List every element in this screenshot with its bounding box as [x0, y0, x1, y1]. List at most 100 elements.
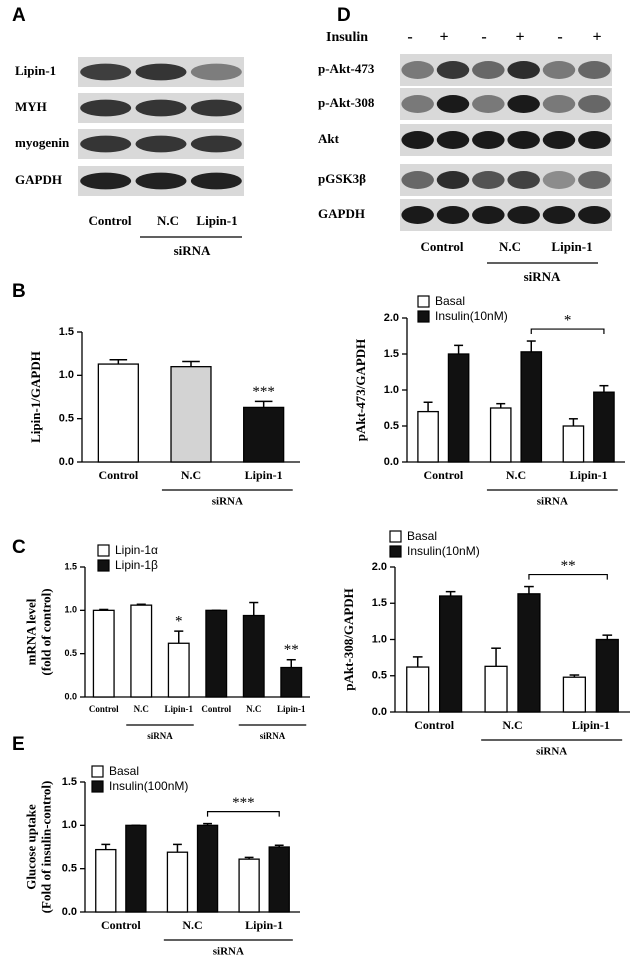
y-tick-label: 1.0 [384, 384, 399, 396]
y-axis-label: (fold of control) [38, 588, 53, 675]
y-axis-label: (Fold of insulin-control) [38, 781, 53, 914]
lane-label: Control [420, 239, 463, 254]
bar [170, 366, 212, 463]
y-tick-label: 1.0 [64, 605, 77, 615]
blot-band [135, 135, 187, 153]
significance: ** [561, 558, 576, 574]
significance-bracket [528, 573, 608, 580]
x-tick-label: Control [101, 918, 141, 932]
panel-letter: D [337, 5, 351, 26]
blot-band [472, 171, 505, 189]
x-tick-label: Control [89, 704, 119, 714]
bar [130, 604, 153, 698]
x-tick-label: N.C [134, 704, 149, 714]
blot-band [507, 131, 540, 149]
blot-band [436, 206, 470, 224]
significance: * [175, 614, 183, 630]
blot-background [400, 199, 612, 231]
panel-letter: A [12, 5, 26, 26]
bar [242, 614, 265, 698]
x-tick-label: Lipin-1 [245, 468, 283, 482]
bar [447, 353, 470, 463]
x-tick-label: N.C [506, 468, 526, 482]
x-tick-label: N.C [246, 704, 261, 714]
bar [205, 609, 228, 698]
legend-swatch [389, 545, 402, 558]
legend-label: Insulin(10nM) [435, 309, 508, 323]
blot-band [507, 61, 540, 79]
significance-bracket [530, 328, 605, 335]
blot-row-label: GAPDH [15, 172, 62, 187]
blot-band [472, 131, 505, 149]
bar [92, 609, 115, 698]
y-axis-label: Lipin-1/GAPDH [28, 351, 43, 443]
significance: *** [232, 795, 255, 811]
legend-label: Insulin(10nM) [407, 544, 480, 558]
x-tick-label: N.C [181, 468, 201, 482]
blot-row-label: GAPDH [318, 206, 365, 221]
y-axis-label: pAkt-473/GAPDH [353, 339, 368, 442]
bar [489, 407, 512, 463]
group-label: siRNA [537, 496, 568, 508]
y-tick-label: 1.5 [384, 348, 399, 360]
blot-band [401, 61, 434, 79]
blot-band [436, 131, 470, 149]
y-tick-label: 0.5 [62, 863, 77, 875]
y-tick-label: 1.5 [64, 561, 77, 571]
treatment-sign: - [557, 29, 562, 46]
x-tick-label: Control [414, 718, 454, 732]
blot-band [401, 206, 434, 224]
lane-label: Control [88, 213, 131, 228]
blot-band [436, 61, 470, 79]
group-label: siRNA [147, 731, 173, 741]
blot-band [578, 61, 611, 79]
treatment-sign: + [592, 29, 601, 46]
blot-band [190, 99, 242, 117]
bar [196, 824, 219, 913]
lane-label: N.C [157, 213, 179, 228]
blot-band [80, 99, 132, 117]
x-tick-label: Lipin-1 [570, 468, 608, 482]
y-tick-label: 1.5 [62, 776, 77, 788]
panel-letter: C [12, 537, 26, 558]
bar [484, 665, 508, 713]
blot-band [135, 172, 187, 190]
bar [280, 666, 303, 698]
bar [417, 410, 439, 463]
y-tick-label: 0.0 [59, 456, 74, 468]
legend-swatch [91, 780, 104, 793]
legend-swatch [91, 765, 104, 778]
significance: *** [252, 384, 275, 400]
blot-band [135, 63, 187, 81]
treatment-sign: - [407, 29, 412, 46]
group-label: siRNA [524, 269, 561, 284]
bar [243, 406, 285, 463]
blot-row-label: Lipin-1 [15, 63, 56, 78]
blot-row-label: Akt [318, 131, 340, 146]
blot-band [507, 171, 540, 189]
blot-band [578, 131, 611, 149]
bar [95, 848, 117, 913]
blot-band [80, 135, 132, 153]
blot-band [542, 95, 576, 113]
bar [166, 851, 189, 913]
bar [125, 824, 147, 913]
x-tick-label: Lipin-1 [164, 704, 193, 714]
legend-swatch [417, 295, 430, 308]
blot-band [135, 99, 187, 117]
y-axis-label: Glucose uptake [23, 804, 38, 890]
bar [593, 391, 615, 463]
y-tick-label: 0.0 [62, 906, 77, 918]
group-label: siRNA [213, 946, 244, 958]
blot-band [472, 206, 505, 224]
y-axis-label: pAkt-308/GAPDH [341, 588, 356, 691]
bar [562, 676, 587, 713]
blot-background [400, 124, 612, 156]
blot-band [401, 131, 434, 149]
blot-band [578, 171, 611, 189]
group-label: siRNA [536, 746, 567, 758]
y-tick-label: 1.5 [59, 326, 74, 338]
blot-row-label: p-Akt-473 [318, 61, 375, 76]
y-tick-label: 0.0 [64, 691, 77, 701]
blot-band [578, 95, 611, 113]
